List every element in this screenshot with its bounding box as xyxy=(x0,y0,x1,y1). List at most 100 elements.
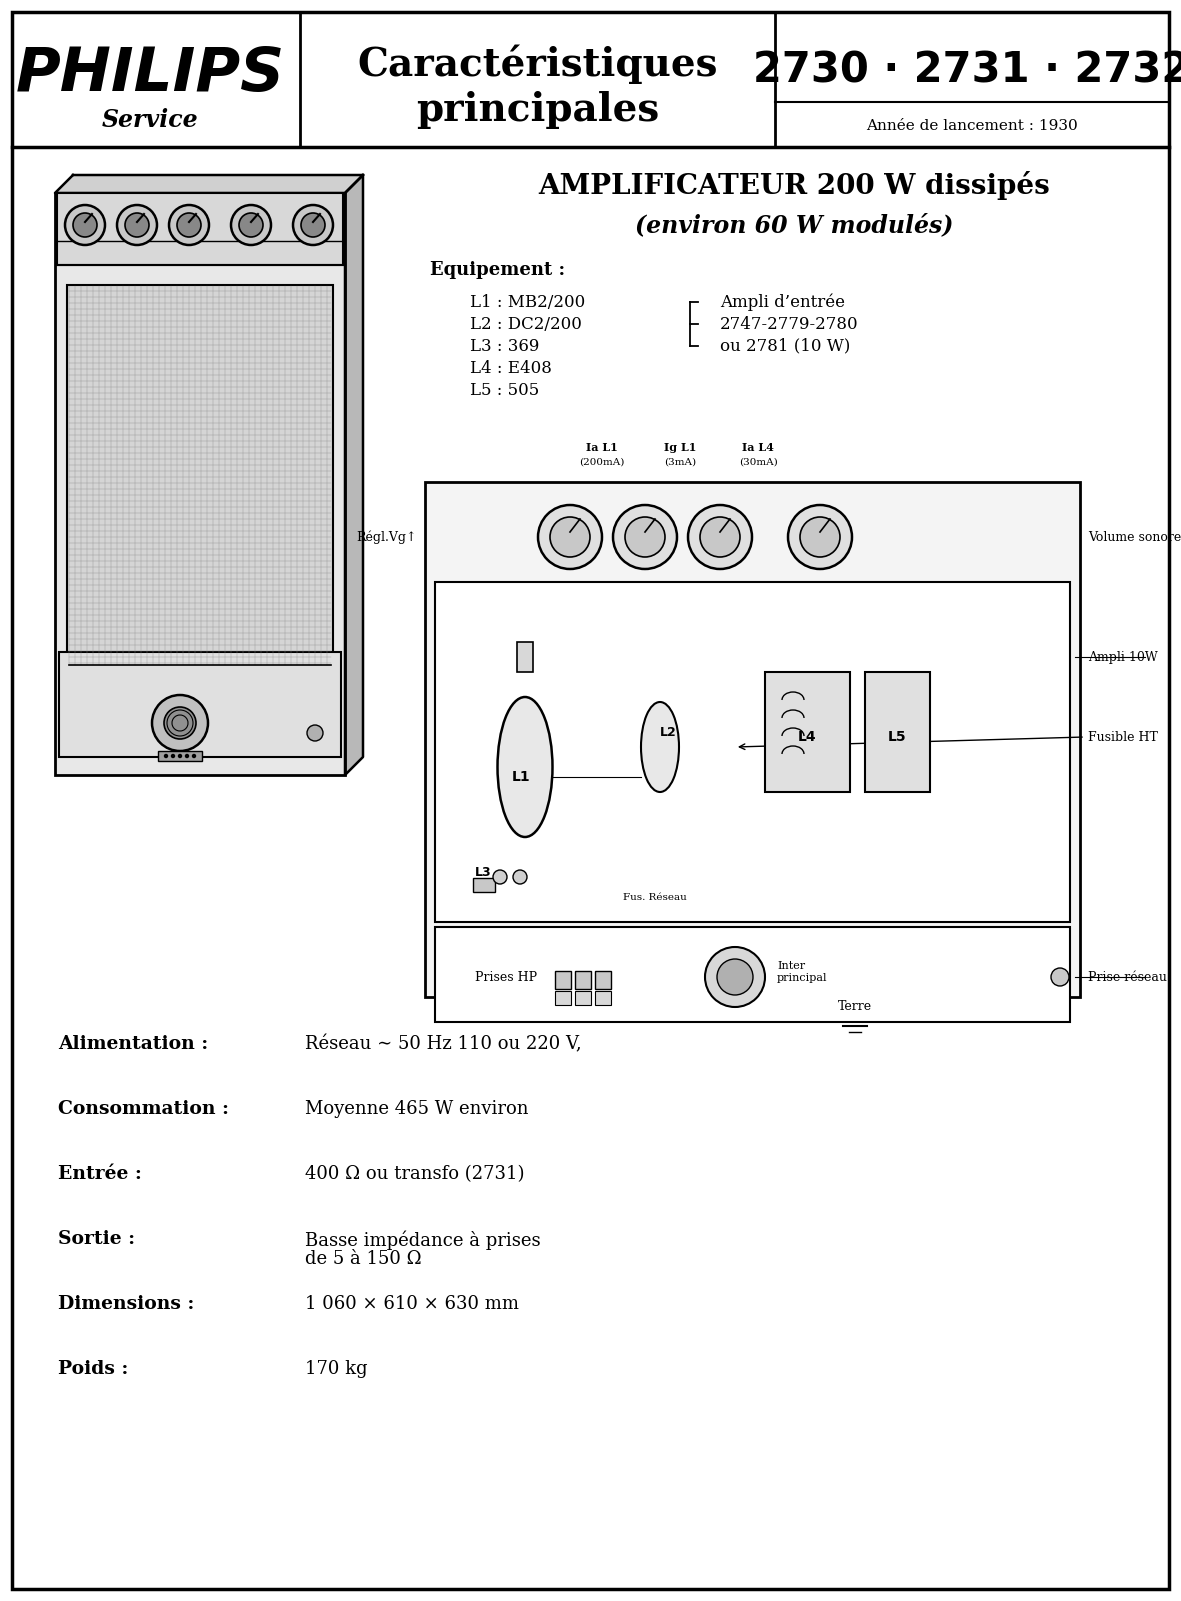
Text: Année de lancement : 1930: Année de lancement : 1930 xyxy=(866,118,1078,133)
Text: L3: L3 xyxy=(475,866,491,879)
Text: Entrée :: Entrée : xyxy=(58,1166,142,1183)
Text: Service: Service xyxy=(102,107,198,131)
Circle shape xyxy=(689,504,752,568)
Circle shape xyxy=(185,754,189,757)
Circle shape xyxy=(178,754,182,757)
Text: Consommation :: Consommation : xyxy=(58,1100,229,1117)
Bar xyxy=(435,583,1070,922)
Bar xyxy=(595,970,611,989)
Text: L5 : 505: L5 : 505 xyxy=(470,381,540,399)
Bar xyxy=(56,194,345,775)
Text: Caractéristiques: Caractéristiques xyxy=(357,45,718,83)
Bar xyxy=(555,991,570,1005)
Text: Ia L4: Ia L4 xyxy=(742,442,774,453)
Text: Ia L1: Ia L1 xyxy=(586,442,618,453)
Text: 2730 · 2731 · 2732: 2730 · 2731 · 2732 xyxy=(753,50,1181,91)
Text: Volume sonore: Volume sonore xyxy=(1088,530,1181,543)
Circle shape xyxy=(231,205,270,245)
Bar xyxy=(517,642,533,672)
Text: Prises HP: Prises HP xyxy=(475,970,537,983)
Circle shape xyxy=(177,213,201,237)
Text: Fusible HT: Fusible HT xyxy=(1088,730,1157,743)
Text: (environ 60 W modulés): (environ 60 W modulés) xyxy=(635,213,954,237)
Bar xyxy=(57,194,342,266)
Circle shape xyxy=(239,213,263,237)
Text: Equipement :: Equipement : xyxy=(430,261,566,279)
Text: de 5 à 150 Ω: de 5 à 150 Ω xyxy=(305,1250,422,1268)
Circle shape xyxy=(164,754,168,757)
Text: L3 : 369: L3 : 369 xyxy=(470,338,540,354)
Text: Sortie :: Sortie : xyxy=(58,1230,135,1249)
Bar xyxy=(555,970,570,989)
Circle shape xyxy=(492,869,507,884)
Text: L1 : MB2/200: L1 : MB2/200 xyxy=(470,293,586,311)
Bar xyxy=(765,672,850,792)
Circle shape xyxy=(164,708,196,740)
Text: Ig L1: Ig L1 xyxy=(664,442,696,453)
Circle shape xyxy=(171,754,175,757)
Circle shape xyxy=(125,213,149,237)
Text: L1: L1 xyxy=(511,770,530,784)
Bar xyxy=(595,991,611,1005)
Text: Inter
principal: Inter principal xyxy=(777,961,828,983)
Text: Alimentation :: Alimentation : xyxy=(58,1034,208,1053)
Text: 2747-2779-2780: 2747-2779-2780 xyxy=(720,315,859,333)
Circle shape xyxy=(169,205,209,245)
Circle shape xyxy=(301,213,325,237)
Bar xyxy=(474,877,495,892)
Polygon shape xyxy=(345,175,363,775)
Bar xyxy=(575,991,590,1005)
Circle shape xyxy=(293,205,333,245)
Text: L4 : E408: L4 : E408 xyxy=(470,360,552,376)
Text: (3mA): (3mA) xyxy=(664,458,696,466)
Ellipse shape xyxy=(497,696,553,837)
Text: Poids :: Poids : xyxy=(58,1359,129,1378)
Text: L5: L5 xyxy=(888,730,906,744)
Text: Dimensions :: Dimensions : xyxy=(58,1295,195,1313)
Bar xyxy=(158,751,202,760)
Text: Ampli d’entrée: Ampli d’entrée xyxy=(720,293,844,311)
Text: Réseau ∼ 50 Hz 110 ou 220 V,: Réseau ∼ 50 Hz 110 ou 220 V, xyxy=(305,1034,581,1053)
Circle shape xyxy=(705,948,765,1007)
Circle shape xyxy=(550,517,590,557)
Circle shape xyxy=(117,205,157,245)
Text: PHILIPS: PHILIPS xyxy=(15,45,285,104)
Text: AMPLIFICATEUR 200 W dissipés: AMPLIFICATEUR 200 W dissipés xyxy=(539,170,1050,200)
Text: Ampli 10W: Ampli 10W xyxy=(1088,650,1157,663)
Bar xyxy=(575,970,590,989)
Text: L4: L4 xyxy=(797,730,816,744)
Circle shape xyxy=(788,504,852,568)
Text: Régl.Vg↑: Régl.Vg↑ xyxy=(357,530,417,544)
Text: principales: principales xyxy=(416,91,659,130)
Text: Moyenne 465 W environ: Moyenne 465 W environ xyxy=(305,1100,529,1117)
Circle shape xyxy=(73,213,97,237)
Bar xyxy=(67,285,333,664)
Text: 1 060 × 610 × 630 mm: 1 060 × 610 × 630 mm xyxy=(305,1295,518,1313)
Bar xyxy=(425,482,1079,997)
Text: (200mA): (200mA) xyxy=(580,458,625,466)
Circle shape xyxy=(1051,969,1069,986)
Circle shape xyxy=(800,517,840,557)
Circle shape xyxy=(152,695,208,751)
Text: Prise réseau: Prise réseau xyxy=(1088,970,1167,983)
Bar xyxy=(59,652,341,757)
Text: 170 kg: 170 kg xyxy=(305,1359,367,1378)
Circle shape xyxy=(513,869,527,884)
Circle shape xyxy=(193,754,196,757)
Text: (30mA): (30mA) xyxy=(738,458,777,466)
Circle shape xyxy=(539,504,602,568)
Polygon shape xyxy=(56,175,363,194)
Circle shape xyxy=(625,517,665,557)
Text: L2 : DC2/200: L2 : DC2/200 xyxy=(470,315,582,333)
Text: 400 Ω ou transfo (2731): 400 Ω ou transfo (2731) xyxy=(305,1166,524,1183)
Text: Basse impédance à prises: Basse impédance à prises xyxy=(305,1230,541,1249)
Bar xyxy=(435,927,1070,1021)
Text: Terre: Terre xyxy=(839,1001,872,1013)
Circle shape xyxy=(717,959,753,994)
Text: L2: L2 xyxy=(660,725,677,738)
Bar xyxy=(864,672,929,792)
Circle shape xyxy=(307,725,322,741)
Ellipse shape xyxy=(641,701,679,792)
Circle shape xyxy=(700,517,740,557)
Circle shape xyxy=(65,205,105,245)
